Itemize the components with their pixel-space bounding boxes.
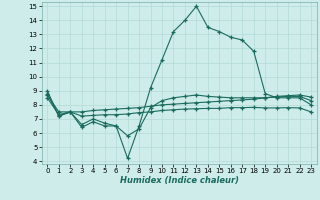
- X-axis label: Humidex (Indice chaleur): Humidex (Indice chaleur): [120, 176, 239, 185]
